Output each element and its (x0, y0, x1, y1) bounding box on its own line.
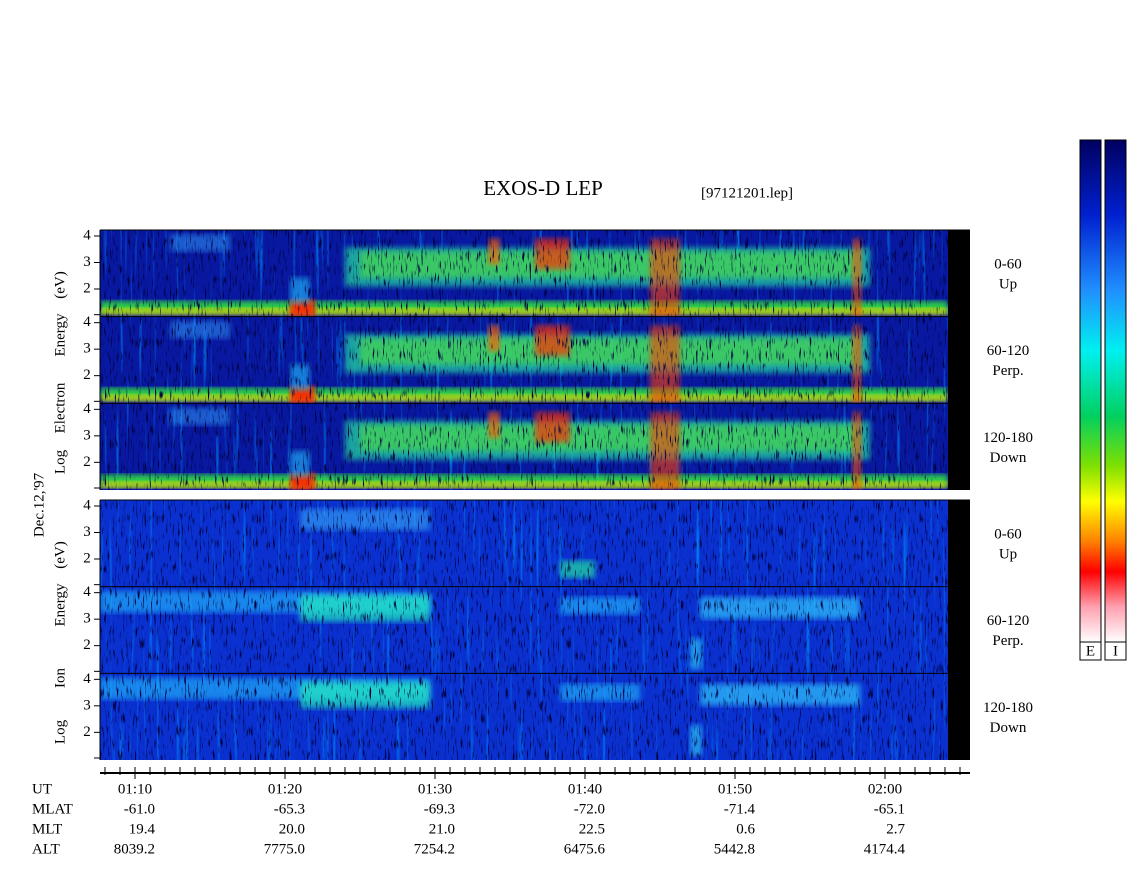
y-tick-label: 3 (83, 254, 91, 270)
axis-label-word: Energy (52, 583, 68, 627)
black-strip (948, 230, 970, 490)
row-value: -65.1 (874, 801, 905, 817)
y-tick-label: 3 (83, 697, 91, 713)
y-tick-label: 2 (83, 550, 91, 566)
y-tick-label: 4 (83, 401, 91, 417)
row-value: 2.7 (886, 821, 905, 837)
row-value: 19.4 (129, 821, 156, 837)
spectrogram (100, 316, 948, 404)
y-tick-label: 3 (83, 611, 91, 627)
date: Dec.12,'97 (31, 472, 47, 537)
axis-label-word: (eV) (52, 541, 68, 568)
y-tick-label: 2 (83, 280, 91, 296)
row-value: -72.0 (574, 801, 605, 817)
y-tick-label: 3 (83, 341, 91, 357)
colorbar-box (1104, 641, 1127, 661)
spectrogram (100, 230, 948, 317)
colorbar (1079, 139, 1102, 643)
speckle (100, 586, 948, 674)
y-tick-label: 3 (83, 427, 91, 443)
colorbar (1104, 139, 1127, 643)
y-tick-label: 3 (83, 524, 91, 540)
direction: Up (999, 276, 1017, 292)
time-label: 01:40 (568, 781, 602, 797)
y-tick-label: 4 (83, 227, 91, 243)
y-tick-label: 2 (83, 724, 91, 740)
pitch-angle: 60-120 (987, 613, 1030, 629)
row-name: ALT (32, 841, 60, 857)
speckle (100, 230, 948, 317)
row-value: -71.4 (724, 801, 756, 817)
panel-group (100, 229, 970, 490)
time-label: 01:20 (268, 781, 302, 797)
row-name: UT (32, 781, 52, 797)
black-strip (948, 500, 970, 760)
row-value: 7775.0 (264, 841, 305, 857)
y-tick-label: 4 (83, 584, 91, 600)
direction: Perp. (992, 633, 1023, 649)
row-value: -69.3 (424, 801, 455, 817)
axis-label-word: (eV) (52, 271, 68, 298)
row-value: 4174.4 (864, 841, 906, 857)
row-name: MLT (32, 821, 62, 837)
pitch-angle: 60-120 (987, 343, 1030, 359)
y-tick-label: 2 (83, 454, 91, 470)
direction: Down (990, 450, 1027, 466)
row-value: -61.0 (124, 801, 155, 817)
colorbar-label: E (1086, 643, 1095, 659)
spectrogram (100, 500, 948, 587)
row-value: 7254.2 (414, 841, 455, 857)
speckle (100, 316, 948, 404)
speckle (100, 673, 948, 760)
spectrogram (100, 586, 948, 674)
pitch-angle: 120-180 (983, 430, 1033, 446)
row-value: 8039.2 (114, 841, 155, 857)
y-tick-label: 4 (83, 497, 91, 513)
direction: Up (999, 546, 1017, 562)
speckle (100, 500, 948, 587)
file-name: [97121201.lep] (701, 185, 793, 201)
pitch-angle: 0-60 (994, 526, 1022, 542)
axis-label-word: Log (52, 719, 68, 744)
spectrogram (100, 403, 948, 490)
y-tick-label: 4 (83, 314, 91, 330)
axis-label-word: Electron (52, 382, 68, 433)
axis-label-word: Energy (52, 313, 68, 357)
panel-group (100, 499, 970, 760)
speckle (100, 403, 948, 490)
pitch-angle: 0-60 (994, 256, 1022, 272)
time-label: 01:50 (718, 781, 752, 797)
row-name: MLAT (32, 801, 73, 817)
axis-label-word: Ion (52, 668, 68, 688)
row-value: 21.0 (429, 821, 455, 837)
y-tick-label: 4 (83, 671, 91, 687)
direction: Perp. (992, 363, 1023, 379)
axis-label-word: Log (52, 449, 68, 474)
row-value: -65.3 (274, 801, 305, 817)
row-value: 22.5 (579, 821, 605, 837)
time-label: 01:30 (418, 781, 452, 797)
row-value: 5442.8 (714, 841, 755, 857)
time-label: 01:10 (118, 781, 152, 797)
time-label: 02:00 (868, 781, 902, 797)
row-value: 6475.6 (564, 841, 606, 857)
spectrogram (100, 673, 948, 760)
plot: EXOS-D LEP [97121201.lep] 4 3 2 0-60 Up 4 3 2 60-1… (31, 139, 1127, 857)
colorbar-label: I (1113, 643, 1118, 659)
row-value: 0.6 (736, 821, 755, 837)
colorbar-box (1079, 641, 1102, 661)
direction: Down (990, 720, 1027, 736)
pitch-angle: 120-180 (983, 700, 1033, 716)
y-tick-label: 2 (83, 367, 91, 383)
title: EXOS-D LEP (483, 176, 603, 200)
row-value: 20.0 (279, 821, 305, 837)
y-tick-label: 2 (83, 637, 91, 653)
